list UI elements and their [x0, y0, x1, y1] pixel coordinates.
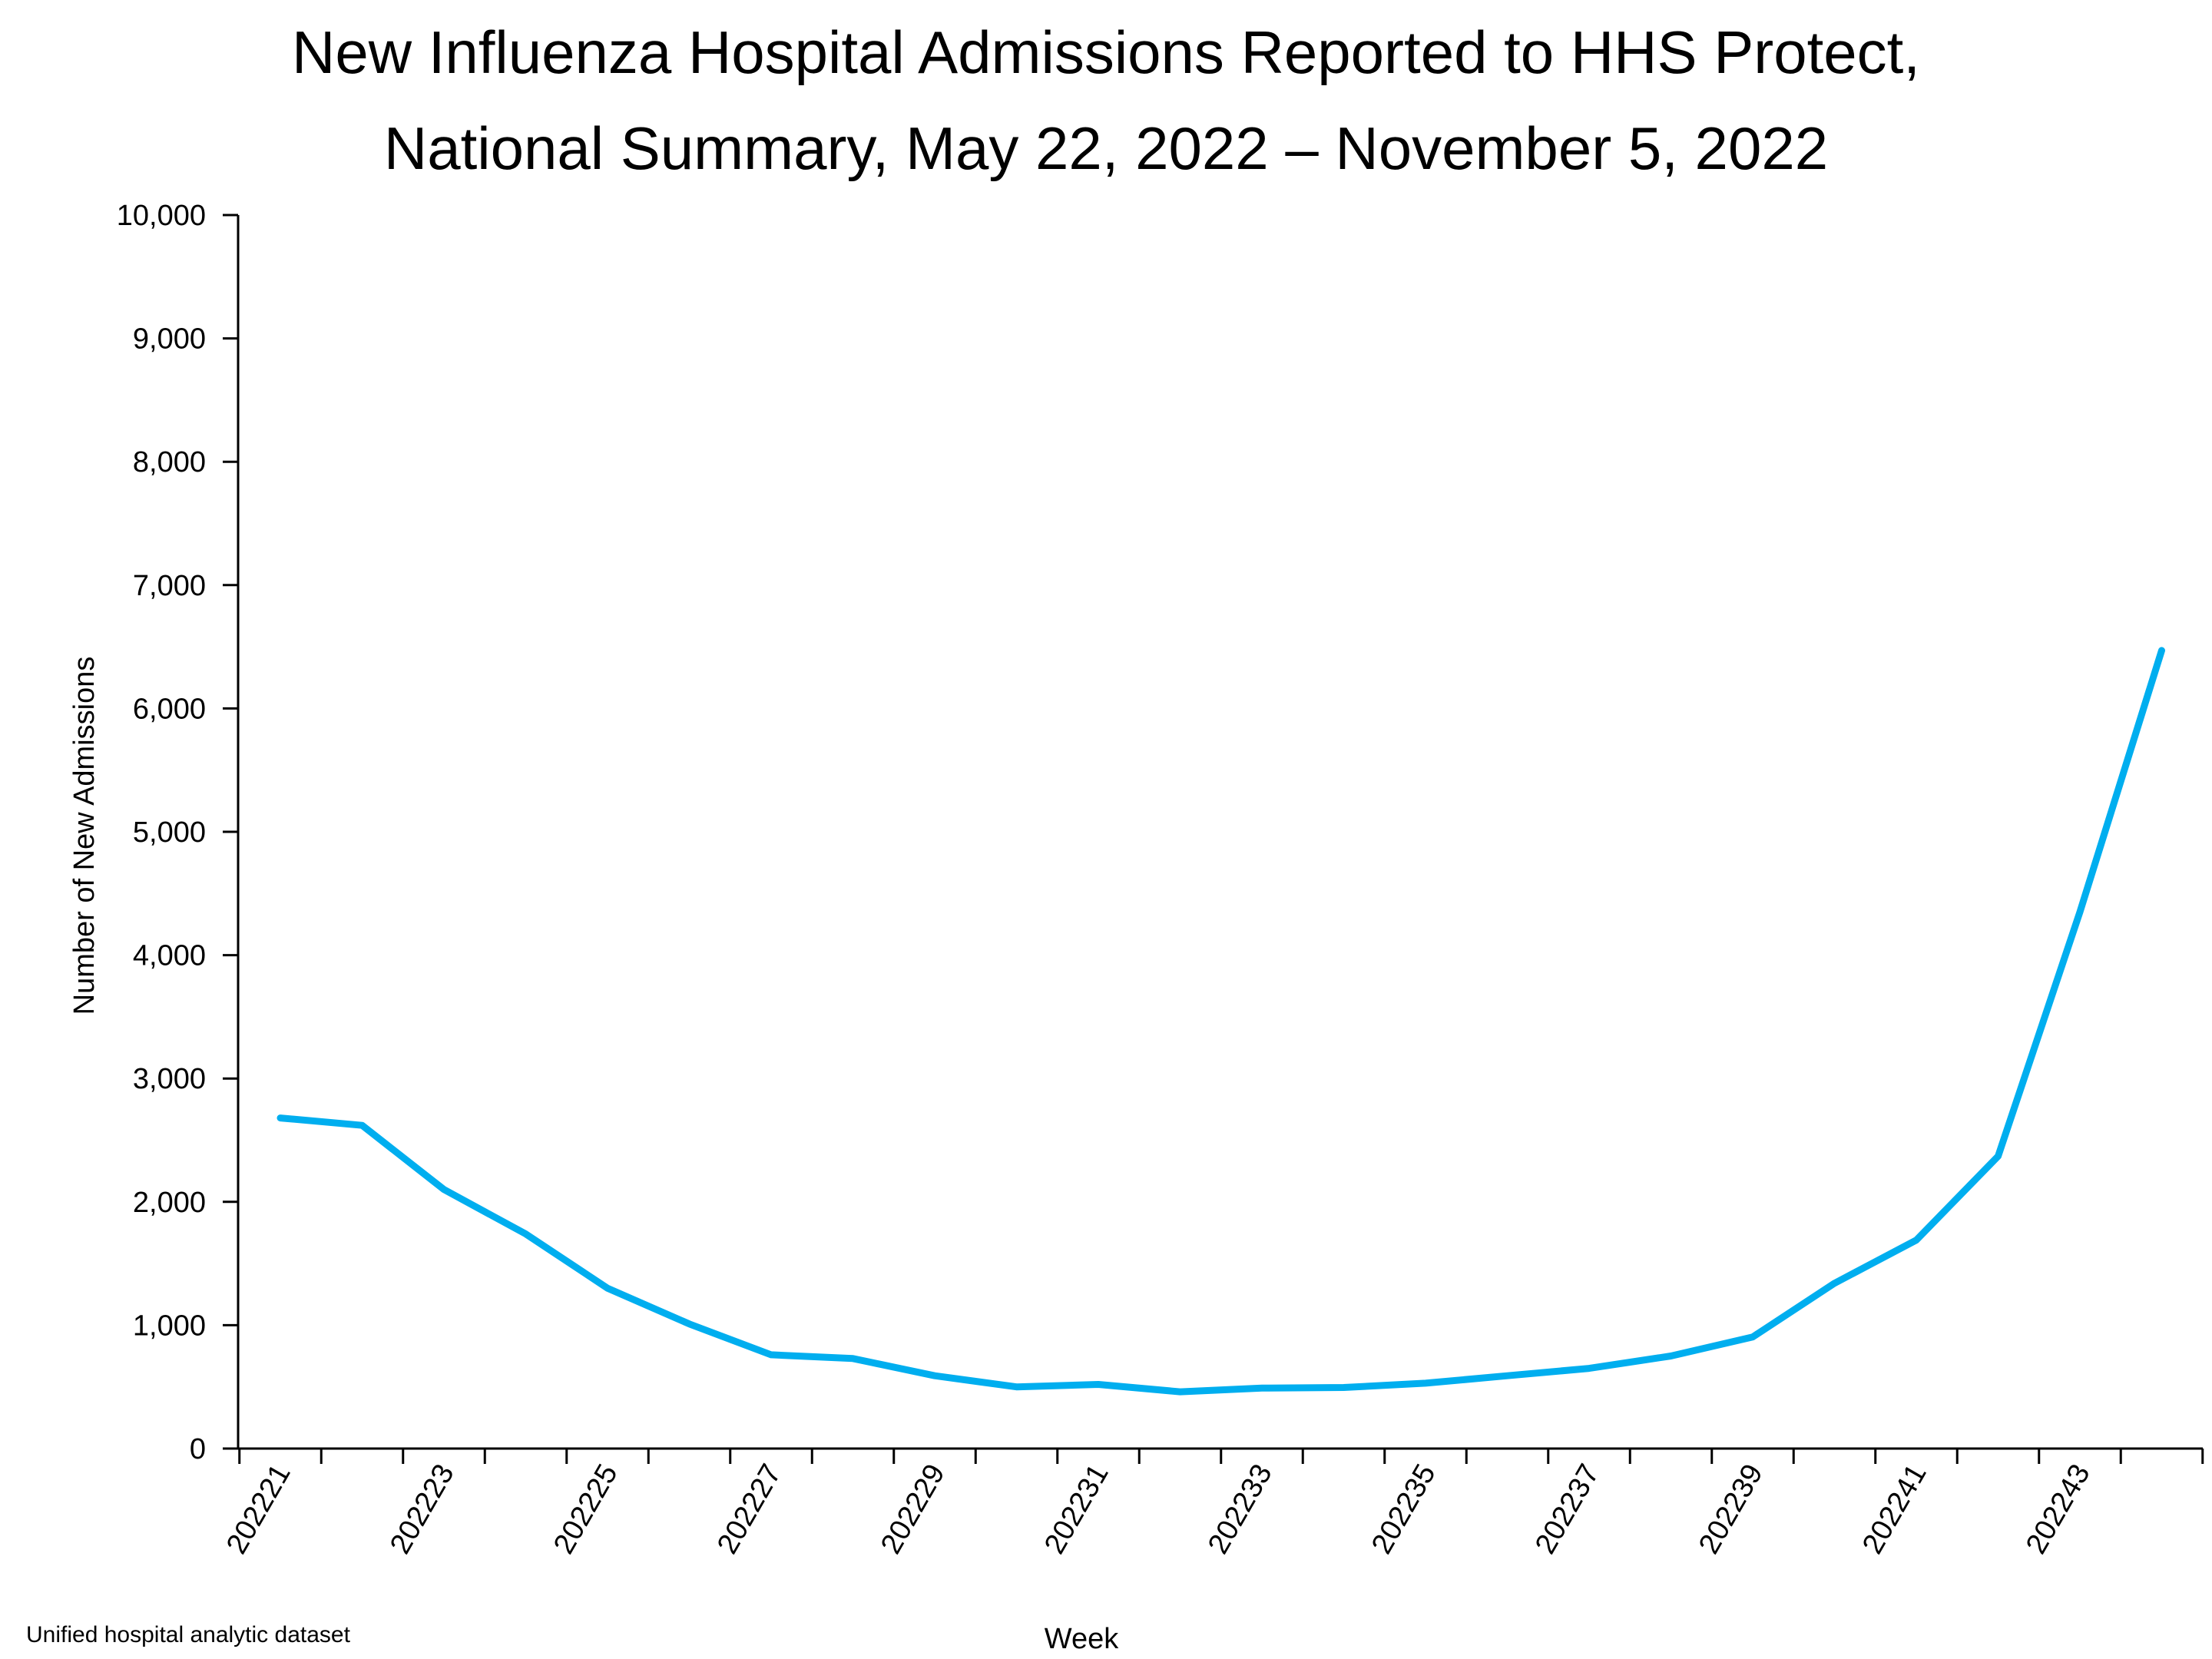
data-point [1260, 1386, 1263, 1390]
x-tick-label: 202243 [2020, 1459, 2097, 1560]
data-point [360, 1124, 364, 1128]
data-point [1424, 1381, 1427, 1385]
y-tick-label: 8,000 [133, 446, 206, 478]
y-tick-label: 9,000 [133, 323, 206, 356]
data-point [933, 1374, 936, 1378]
y-tick-label: 1,000 [133, 1310, 206, 1342]
y-axis-label: Number of New Admissions [68, 657, 101, 1015]
data-point [687, 1322, 691, 1326]
y-axis-ticks: 0 1,000 2,000 3,000 4,000 5,000 6,000 7,000 8,00… [117, 200, 238, 1465]
x-tick-label: 202237 [1529, 1459, 1606, 1560]
y-tick-label: 6,000 [133, 693, 206, 725]
x-tick-label: 202225 [548, 1459, 624, 1560]
data-point [770, 1353, 773, 1356]
data-point [606, 1286, 609, 1290]
series-layer [276, 647, 2165, 1396]
y-tick-label: 0 [190, 1433, 206, 1465]
data-point [1505, 1374, 1509, 1378]
x-axis-ticks: 202221 202223 202225 202227 202229 202231 2022… [220, 1449, 2204, 1560]
chart-title-line-1: New Influenza Hospital Admissions Report… [292, 18, 1920, 86]
series-line [276, 647, 2165, 1396]
x-tick-label: 202235 [1366, 1459, 1442, 1560]
x-tick-label: 202239 [1693, 1459, 1770, 1560]
data-point [1588, 1366, 1591, 1370]
data-point [1178, 1390, 1182, 1394]
x-tick-label: 202241 [1856, 1459, 1933, 1560]
x-tick-label: 202231 [1038, 1459, 1115, 1560]
y-tick-label: 3,000 [133, 1063, 206, 1095]
y-tick-label: 7,000 [133, 570, 206, 602]
data-point [1996, 1154, 2000, 1158]
data-point [851, 1356, 855, 1360]
y-tick-label: 10,000 [117, 200, 206, 232]
data-point [1915, 1238, 1918, 1242]
data-point [1669, 1354, 1673, 1358]
x-tick-label: 202223 [384, 1459, 461, 1560]
data-point [524, 1232, 528, 1236]
data-point [279, 1116, 282, 1120]
y-tick-label: 2,000 [133, 1187, 206, 1219]
data-point [2160, 648, 2164, 652]
data-point [1751, 1335, 1754, 1339]
x-tick-label: 202233 [1202, 1459, 1279, 1560]
data-point [442, 1187, 445, 1191]
data-point [1097, 1382, 1100, 1386]
source-note: Unified hospital analytic dataset [26, 1622, 351, 1647]
x-axis-label: Week [1045, 1623, 1119, 1655]
x-tick-label: 202221 [220, 1459, 297, 1560]
data-point [1015, 1385, 1018, 1389]
data-point [2078, 910, 2081, 914]
y-tick-label: 5,000 [133, 816, 206, 849]
x-tick-label: 202229 [875, 1459, 952, 1560]
data-point [1342, 1386, 1346, 1389]
x-tick-label: 202227 [711, 1459, 788, 1560]
chart-title-line-2: National Summary, May 22, 2022 – Novembe… [384, 114, 1828, 182]
y-tick-label: 4,000 [133, 940, 206, 972]
data-point [1833, 1281, 1836, 1285]
